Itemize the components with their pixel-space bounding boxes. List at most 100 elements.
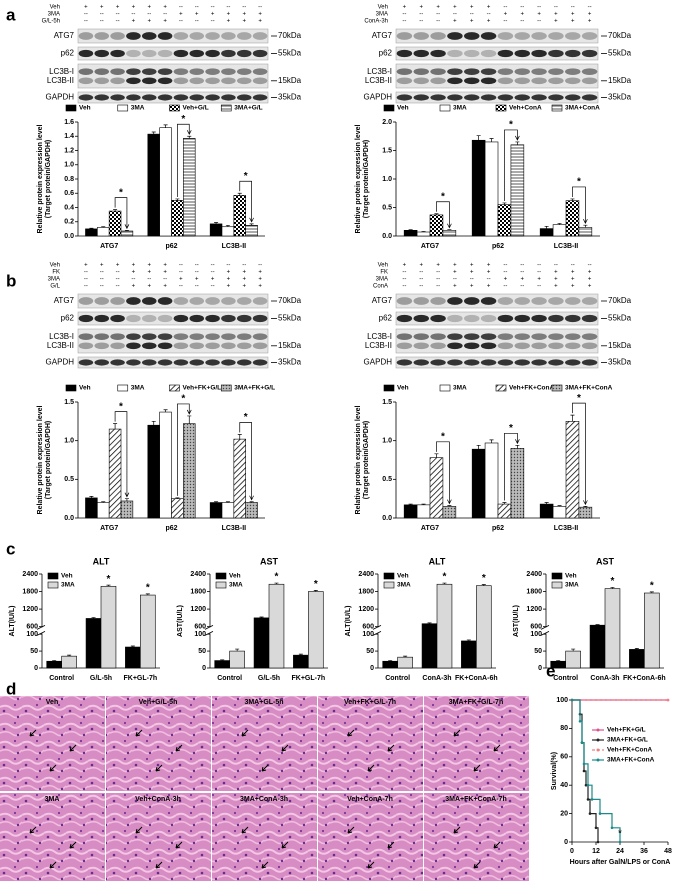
blot-band <box>430 49 446 58</box>
lane-sign: -- <box>402 284 406 290</box>
bar <box>644 592 660 669</box>
error-bar <box>476 444 481 450</box>
blot-band <box>447 333 463 341</box>
blot-band <box>581 342 598 350</box>
x-tick-label: ConA-3h <box>590 675 619 682</box>
blot-band <box>480 314 497 323</box>
blot-band <box>531 68 547 76</box>
y-tick-label: 0 <box>538 665 542 672</box>
bar <box>442 230 457 237</box>
blot-band <box>430 333 446 341</box>
lane-sign: + <box>588 277 592 283</box>
bar <box>565 421 580 519</box>
blot-band <box>126 359 141 366</box>
blot-band <box>581 314 598 323</box>
blot-band <box>252 94 268 101</box>
blot-band <box>531 359 547 366</box>
x-tick-label: LC3B-II <box>222 525 247 532</box>
histology-image <box>212 793 317 881</box>
lane-sign: -- <box>100 19 104 25</box>
blot-band <box>157 32 173 40</box>
x-tick-label: Control <box>217 675 242 682</box>
lane-sign: + <box>147 270 151 276</box>
x-tick-label: p62 <box>492 243 504 250</box>
lane-sign: + <box>132 284 136 290</box>
lane-sign: -- <box>402 19 406 25</box>
error-bar <box>225 501 230 503</box>
lane-sign: -- <box>163 12 167 18</box>
blot-band <box>221 333 236 341</box>
bar <box>497 503 512 519</box>
x-tick-label: 12 <box>592 848 600 855</box>
y-tick-label: 0.0 <box>64 233 74 240</box>
y-axis-label: (Target protein/GAPDH) <box>45 421 52 499</box>
error-bar <box>163 124 168 128</box>
blot-band <box>94 94 110 101</box>
blot-band <box>126 342 141 350</box>
blot-band <box>173 297 189 305</box>
y-tick-label: 100 <box>26 631 38 638</box>
significance-label: * <box>314 579 318 590</box>
histology-image <box>424 793 529 881</box>
bar <box>233 438 246 519</box>
lane-sign: + <box>195 12 199 18</box>
blot-strip <box>77 63 269 89</box>
blot-strip <box>77 293 269 309</box>
blot-band <box>221 68 236 76</box>
x-tick-label: FK+GL-7h <box>124 675 158 682</box>
x-tick-label: ATG7 <box>421 243 439 250</box>
survival-point <box>588 812 592 815</box>
chart-title: ALT <box>429 556 446 566</box>
bar <box>510 448 525 519</box>
lane-sign: + <box>179 277 183 283</box>
blot-band <box>514 297 530 305</box>
histology-arrow <box>493 744 501 752</box>
blot-band <box>205 314 220 323</box>
lane-sign: + <box>487 284 491 290</box>
y-tick-label: 50 <box>534 648 542 655</box>
lane-sign: -- <box>503 263 507 269</box>
error-bar <box>595 624 600 626</box>
lane-row-label: 3MA <box>48 12 60 18</box>
lane-sign: + <box>132 270 136 276</box>
blot-band <box>464 333 480 341</box>
error-bar <box>249 223 254 226</box>
lane-sign: -- <box>503 270 507 276</box>
lane-sign: + <box>211 12 215 18</box>
y-tick-label: 1.5 <box>64 399 74 406</box>
bar <box>61 655 77 669</box>
lane-sign: + <box>227 12 231 18</box>
blot-band <box>464 342 480 350</box>
lane-sign: + <box>588 284 592 290</box>
bar <box>159 411 172 519</box>
significance-bracket <box>177 123 192 197</box>
lane-sign: + <box>554 270 558 276</box>
bar <box>604 588 621 669</box>
legend-swatch <box>383 572 395 580</box>
blot-band <box>157 94 173 101</box>
y-tick-label: 100 <box>530 631 542 638</box>
panel-letter: e <box>546 661 555 680</box>
bar <box>293 654 309 669</box>
error-bar <box>570 414 575 422</box>
blot-band <box>447 297 463 305</box>
y-tick-label: 2400 <box>190 571 206 578</box>
lane-sign: -- <box>436 270 440 276</box>
x-tick-label: 0 <box>570 848 574 855</box>
lane-sign: + <box>132 19 136 25</box>
error-bar <box>649 591 654 594</box>
x-tick-label: ATG7 <box>100 525 118 532</box>
error-bar <box>249 501 254 503</box>
error-bar <box>544 225 549 229</box>
blot-band <box>157 342 173 350</box>
survival-point <box>586 783 590 787</box>
lane-sign: -- <box>520 19 524 25</box>
lane-sign: -- <box>470 12 474 18</box>
lane-row-label: G/L-5h <box>42 19 60 25</box>
blot-strip <box>395 293 599 309</box>
lane-sign: + <box>163 19 167 25</box>
legend-swatch <box>439 104 451 112</box>
histology-image <box>318 793 423 881</box>
x-tick-label: p62 <box>165 243 177 250</box>
